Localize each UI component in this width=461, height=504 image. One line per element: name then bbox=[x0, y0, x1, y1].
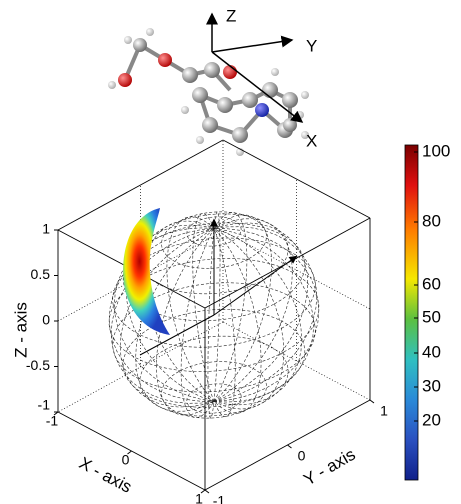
inner-axis bbox=[214, 256, 297, 315]
colorbar-tick-label: 100 bbox=[422, 141, 450, 160]
colorbar-tick-label: 30 bbox=[422, 376, 441, 395]
plot-box bbox=[54, 140, 374, 493]
z-tick-label: 0.5 bbox=[31, 266, 51, 282]
inset-axis-label: X bbox=[306, 131, 317, 150]
y-tick-label: 1 bbox=[380, 403, 388, 419]
sphere-wire bbox=[162, 362, 267, 419]
figure: Z Y X Z - axis X - axis Y - axis -1-0.50… bbox=[0, 0, 461, 504]
y-tick bbox=[370, 400, 374, 403]
z-axis-label: Z - axis bbox=[11, 302, 30, 358]
colorbar-tick-label: 80 bbox=[422, 211, 441, 230]
z-tick-label: -0.5 bbox=[26, 357, 50, 373]
colorbar-tick-label: 40 bbox=[422, 342, 441, 361]
inset-axis-label: Z bbox=[226, 6, 236, 25]
colorbar bbox=[405, 145, 418, 480]
molecule-atoms bbox=[108, 28, 309, 156]
z-tick-label: -1 bbox=[38, 397, 51, 413]
inset-axis-label: Y bbox=[306, 36, 317, 55]
colorbar-tick-label: 60 bbox=[422, 274, 441, 293]
x-tick-label: 0 bbox=[122, 452, 130, 468]
y-axis-label: Y - axis bbox=[300, 445, 358, 490]
colorbar-tick-label: 50 bbox=[422, 307, 441, 326]
x-tick-label: -1 bbox=[46, 413, 59, 429]
x-tick-label: 1 bbox=[195, 491, 203, 504]
y-tick-label: -1 bbox=[213, 493, 226, 504]
colorbar-tick-label: 20 bbox=[422, 410, 441, 429]
y-tick bbox=[288, 445, 292, 448]
z-tick-label: 0 bbox=[42, 312, 50, 328]
y-tick bbox=[205, 490, 209, 493]
z-tick-label: 1 bbox=[42, 221, 50, 237]
y-tick-label: 0 bbox=[298, 448, 306, 464]
